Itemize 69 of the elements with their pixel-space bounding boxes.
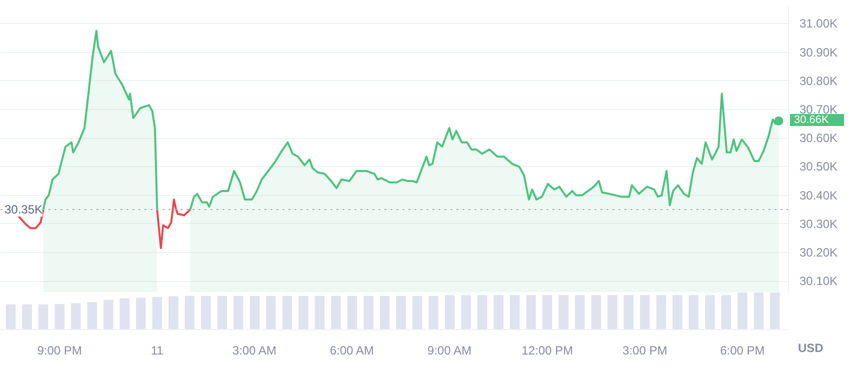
bar	[510, 295, 520, 330]
bar	[624, 295, 634, 330]
bar	[591, 295, 601, 330]
bar	[380, 296, 390, 330]
bar	[22, 304, 32, 330]
y-tick-label: 30.50K	[800, 160, 838, 174]
bar	[526, 295, 536, 330]
bar	[607, 295, 618, 330]
bar	[184, 296, 195, 330]
bar	[738, 292, 748, 330]
y-tick-label: 30.40K	[800, 188, 838, 202]
bar	[136, 298, 146, 330]
bar	[331, 296, 341, 330]
bar	[477, 295, 488, 330]
bar	[201, 296, 211, 330]
bar	[428, 296, 438, 330]
bar	[705, 295, 715, 330]
annotation: 30.66K	[790, 114, 844, 126]
bar	[672, 295, 682, 330]
bar	[542, 295, 552, 330]
bar	[282, 296, 292, 330]
bar	[152, 296, 162, 330]
x-tick-label: 11	[150, 344, 164, 358]
bar	[721, 295, 732, 330]
bar	[412, 296, 422, 330]
bar	[103, 300, 114, 330]
bar	[494, 295, 504, 330]
ref-line-label: 30.35K	[4, 202, 43, 217]
x-tick-label: 6:00 AM	[330, 344, 374, 358]
bar	[70, 303, 81, 330]
y-tick-label: 30.70K	[800, 102, 838, 116]
bar	[314, 296, 325, 330]
bar	[120, 298, 130, 330]
y-tick-label: 30.20K	[800, 245, 838, 260]
bar	[234, 296, 244, 330]
y-tick-label: 30.80K	[800, 74, 838, 88]
bar	[38, 304, 48, 330]
bar	[87, 302, 97, 330]
bar	[364, 296, 374, 330]
bar	[54, 304, 64, 330]
x-tick-label: 6:00 PM	[720, 344, 765, 358]
bar	[461, 295, 471, 330]
bar	[6, 304, 16, 330]
x-tick-label: 3:00 PM	[622, 344, 668, 358]
bar	[250, 296, 260, 330]
bar	[396, 296, 406, 330]
bar	[558, 295, 568, 330]
bar	[298, 296, 308, 330]
text: USD	[798, 340, 824, 357]
y-tick-label: 31.00K	[800, 16, 838, 31]
bar	[656, 295, 666, 330]
bar	[574, 295, 585, 330]
bar	[266, 296, 276, 330]
bar	[770, 292, 780, 330]
y-tick-label: 30.10K	[800, 274, 838, 288]
x-tick-label: 9:00 AM	[427, 344, 472, 358]
bar	[217, 296, 228, 330]
y-tick-label: 30.90K	[800, 45, 838, 60]
bar	[168, 296, 178, 330]
y-tick-label: 30.30K	[800, 216, 838, 231]
bar	[688, 295, 699, 330]
x-tick-label: 9:00 PM	[37, 344, 82, 358]
bar	[754, 292, 764, 330]
bar	[640, 295, 650, 330]
bar	[444, 295, 455, 330]
x-tick-label: 12:00 PM	[522, 344, 574, 358]
bar	[347, 296, 358, 330]
y-tick-label: 30.60K	[800, 131, 838, 146]
x-tick-label: 3:00 AM	[232, 344, 276, 358]
